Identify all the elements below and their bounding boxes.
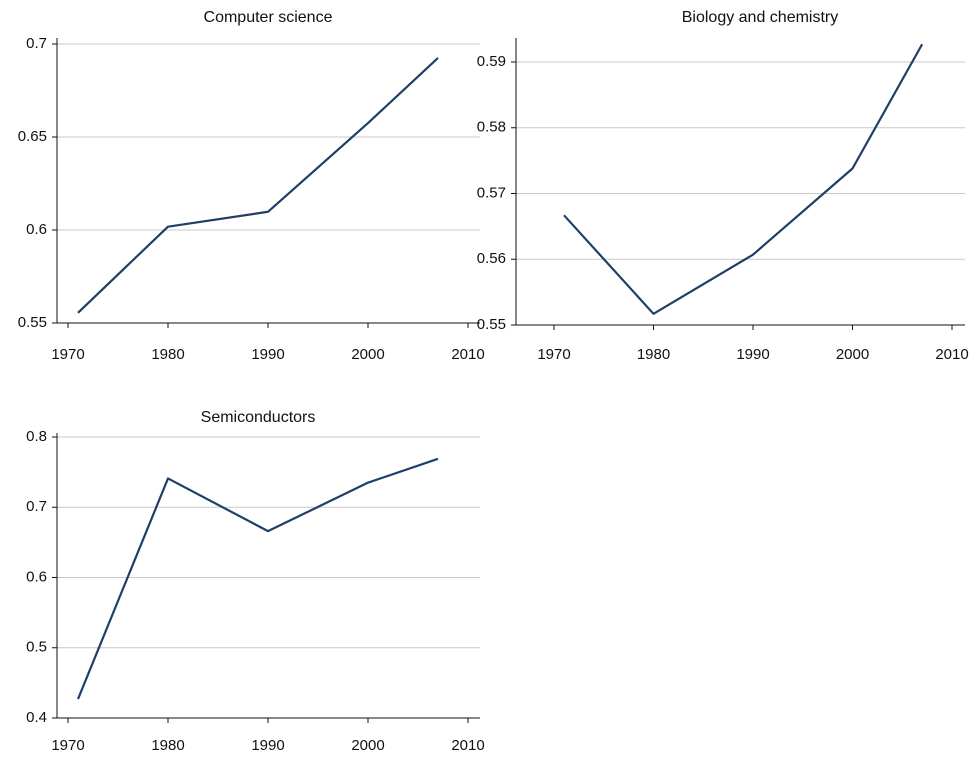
x-tick-label: 1970 bbox=[51, 346, 84, 363]
x-tick-label: 1990 bbox=[736, 346, 769, 363]
x-tick-label: 2010 bbox=[451, 737, 484, 754]
y-tick-label: 0.65 bbox=[18, 128, 47, 145]
x-tick-label: 1990 bbox=[251, 346, 284, 363]
x-tick-label: 1980 bbox=[637, 346, 670, 363]
y-tick-label: 0.56 bbox=[477, 250, 506, 267]
x-tick-label: 1980 bbox=[151, 737, 184, 754]
x-tick-label: 1980 bbox=[151, 346, 184, 363]
y-tick-label: 0.58 bbox=[477, 119, 506, 136]
x-tick-label: 2000 bbox=[351, 346, 384, 363]
y-tick-label: 0.55 bbox=[477, 316, 506, 333]
y-tick-label: 0.5 bbox=[26, 639, 47, 656]
data-line bbox=[563, 43, 924, 315]
x-tick-label: 1970 bbox=[537, 346, 570, 363]
x-tick-label: 2000 bbox=[351, 737, 384, 754]
x-tick-label: 1990 bbox=[251, 737, 284, 754]
x-tick-label: 2000 bbox=[836, 346, 869, 363]
y-tick-label: 0.55 bbox=[18, 314, 47, 331]
x-tick-label: 2010 bbox=[935, 346, 968, 363]
y-tick-label: 0.59 bbox=[477, 53, 506, 70]
chart-title: Computer science bbox=[204, 9, 333, 26]
data-line bbox=[77, 57, 439, 314]
x-tick-label: 2010 bbox=[451, 346, 484, 363]
chart-title: Semiconductors bbox=[201, 409, 316, 426]
x-tick-label: 1970 bbox=[51, 737, 84, 754]
y-tick-label: 0.8 bbox=[26, 428, 47, 445]
chart-title: Biology and chemistry bbox=[682, 9, 839, 26]
y-tick-label: 0.4 bbox=[26, 709, 47, 726]
y-tick-label: 0.6 bbox=[26, 221, 47, 238]
y-tick-label: 0.7 bbox=[26, 498, 47, 515]
y-tick-label: 0.6 bbox=[26, 568, 47, 585]
y-tick-label: 0.57 bbox=[477, 184, 506, 201]
data-line bbox=[76, 457, 439, 700]
y-tick-label: 0.7 bbox=[26, 35, 47, 52]
